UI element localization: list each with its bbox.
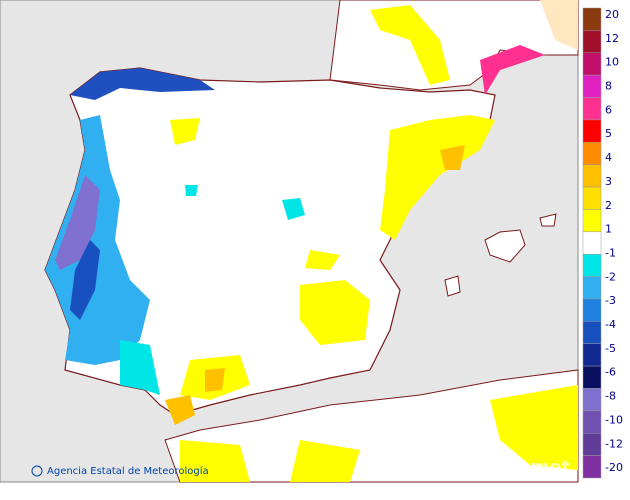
legend-label: -10 (605, 413, 623, 426)
legend-label: -2 (605, 270, 616, 283)
legend-label: 12 (605, 32, 619, 45)
legend-swatch (582, 365, 602, 389)
legend-label: 20 (605, 8, 619, 21)
legend-label: 1 (605, 223, 612, 236)
legend-label: -12 (605, 437, 623, 450)
legend-swatch (582, 209, 602, 233)
legend-label: 5 (605, 127, 612, 140)
legend-label: -4 (605, 318, 616, 331)
africa (164, 369, 579, 483)
legend-label: -5 (605, 342, 616, 355)
legend-label: 8 (605, 80, 612, 93)
legend-swatch (582, 455, 602, 479)
legend-swatch (582, 276, 602, 300)
legend-swatch (582, 119, 602, 143)
legend-label: 4 (605, 151, 612, 164)
legend-swatch (582, 388, 602, 412)
legend-label: -20 (605, 461, 623, 474)
legend-label: -3 (605, 294, 616, 307)
legend-swatch (582, 343, 602, 367)
ibiza (444, 275, 461, 297)
legend: 20 12 10 8 6 5 4 3 2 1 -1 -2 -3 -4 -5 -6 -8 -10 -12 -20 (582, 7, 623, 479)
mallorca (484, 229, 526, 263)
legend-label: 2 (605, 199, 612, 212)
legend-swatch (582, 231, 602, 255)
warm-patches (165, 0, 578, 482)
menorca (539, 213, 557, 227)
legend-label: -1 (605, 246, 616, 259)
legend-swatch (582, 253, 602, 277)
legend-label: 6 (605, 103, 612, 116)
legend-swatch (582, 74, 602, 98)
legend-swatch (582, 298, 602, 322)
legend-swatch (582, 321, 602, 344)
legend-label: -6 (605, 366, 616, 379)
legend-swatch (582, 186, 602, 210)
credit: Agencia Estatal de Meteorología (47, 465, 209, 477)
legend-label: 3 (605, 175, 612, 188)
legend-swatch (582, 164, 602, 188)
legend-swatch (582, 52, 602, 76)
legend-label: 10 (605, 56, 619, 69)
watermark: aemet (506, 457, 570, 478)
cold-patches (45, 68, 305, 395)
legend-swatch (582, 432, 602, 456)
copyright-icon (31, 465, 43, 477)
legend-swatch (582, 410, 602, 434)
legend-swatch (582, 7, 602, 31)
legend-swatch (582, 142, 602, 165)
legend-swatch (582, 97, 602, 121)
legend-swatch (582, 30, 602, 54)
legend-label: -8 (605, 390, 616, 403)
